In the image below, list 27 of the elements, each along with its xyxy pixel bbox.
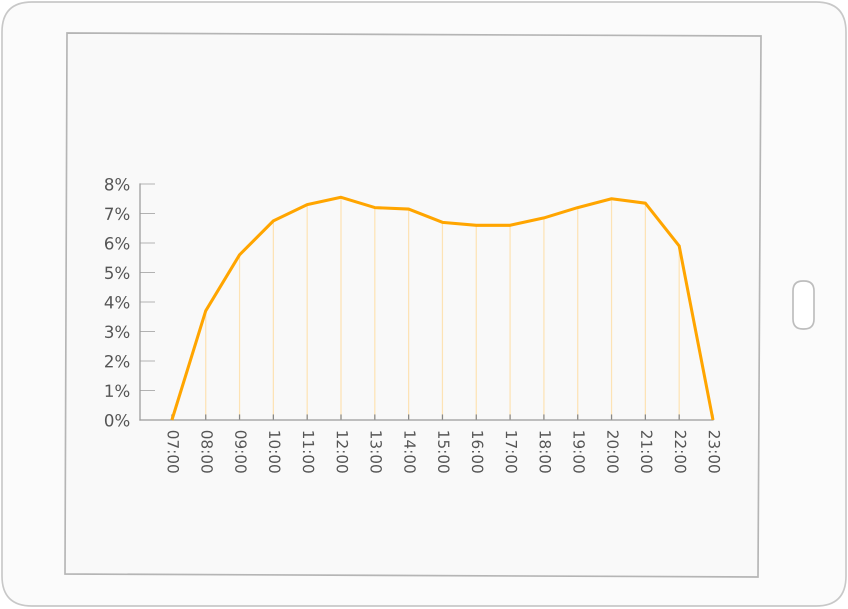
- x-tick-label: 18:00: [539, 431, 552, 473]
- y-tick-label: 0%: [104, 414, 130, 427]
- y-tick-label: 5%: [105, 266, 130, 280]
- x-tick-label: 13:00: [370, 431, 382, 473]
- x-tick-label: 20:00: [607, 430, 619, 473]
- x-tick-label: 19:00: [573, 431, 585, 473]
- x-tick-label: 08:00: [201, 430, 213, 473]
- y-tick-label: 1%: [106, 384, 130, 398]
- x-tick-label: 16:00: [472, 431, 484, 473]
- x-tick-label: 23:00: [708, 430, 720, 473]
- y-tick-label: 7%: [105, 207, 130, 220]
- y-tick-label: 3%: [105, 325, 130, 338]
- x-tick-label: 09:00: [235, 430, 247, 473]
- x-tick-label: 15:00: [438, 431, 450, 473]
- y-tick-label: 8%: [104, 178, 130, 191]
- x-tick-label: 11:00: [302, 431, 314, 473]
- y-tick-label: 2%: [105, 354, 130, 368]
- x-tick-label: 22:00: [674, 430, 686, 473]
- x-tick-label: 12:00: [336, 431, 348, 473]
- y-tick-label: 4%: [104, 296, 130, 309]
- x-tick-label: 21:00: [640, 430, 652, 473]
- x-tick-label: 17:00: [506, 431, 518, 473]
- y-tick-label: 6%: [105, 236, 130, 250]
- x-tick-label: 14:00: [404, 431, 416, 473]
- x-tick-label: 10:00: [268, 431, 280, 473]
- line-series: [170, 196, 715, 422]
- x-tick-label: 07:00: [167, 430, 180, 473]
